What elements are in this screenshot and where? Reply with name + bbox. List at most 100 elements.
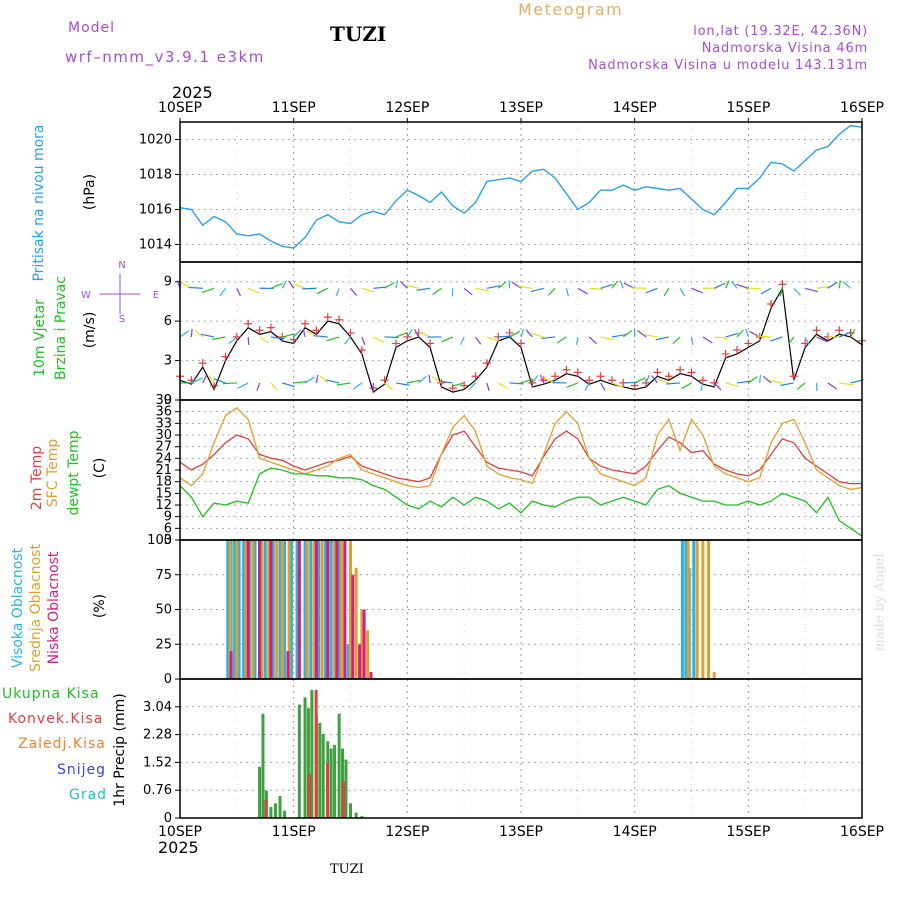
y-tick-label: 25 bbox=[155, 637, 172, 652]
precip-bar bbox=[283, 810, 287, 818]
wind-arrow bbox=[793, 287, 801, 296]
station-title: TUZI bbox=[330, 22, 387, 46]
x-tick-label-top: 16SEP bbox=[840, 100, 884, 116]
wind-arrow bbox=[441, 336, 454, 343]
wind-arrow bbox=[432, 287, 442, 295]
wind-arrow bbox=[651, 375, 658, 384]
precip-bar bbox=[310, 689, 314, 818]
model-name: wrf–nmm_v3.9.1 e3km bbox=[65, 48, 265, 66]
wind-arrow bbox=[565, 288, 569, 297]
x-tick-label-bottom: 14SEP bbox=[613, 824, 657, 840]
panel-frame bbox=[179, 121, 863, 263]
precip-bar bbox=[321, 733, 325, 818]
cloud-bar bbox=[337, 540, 341, 679]
wind-arrow bbox=[486, 336, 500, 342]
gust-marker bbox=[517, 339, 525, 348]
wind-arrow bbox=[475, 287, 489, 292]
wind-arrow bbox=[745, 287, 760, 290]
wind-arrow bbox=[313, 335, 328, 338]
wind-arrow bbox=[194, 329, 204, 338]
cloud-bar bbox=[692, 540, 696, 679]
wind-arrow bbox=[179, 330, 190, 338]
y-tick-label: 2.28 bbox=[143, 728, 172, 743]
wind-arrow bbox=[395, 280, 399, 289]
wind-arrow bbox=[759, 374, 762, 383]
precip-bar bbox=[314, 689, 318, 818]
precip-bar bbox=[273, 803, 277, 818]
wind-arrow bbox=[736, 329, 744, 338]
wind-arrow bbox=[451, 382, 465, 387]
wind-arrow bbox=[634, 377, 646, 384]
wind-arrow bbox=[520, 328, 525, 338]
wind-arrow bbox=[619, 280, 624, 289]
wind-arrow bbox=[439, 380, 453, 384]
wind-arrow bbox=[335, 288, 340, 297]
cloud-bar bbox=[295, 540, 299, 679]
cloud-bar bbox=[242, 540, 246, 679]
wind-arrow bbox=[511, 281, 522, 289]
y-tick-label: 100 bbox=[147, 533, 172, 548]
gust-marker bbox=[391, 339, 400, 348]
cloud-bar bbox=[339, 540, 343, 679]
temp-line-dewpt bbox=[179, 467, 863, 537]
year-top: 2025 bbox=[172, 83, 213, 102]
wind-arrow bbox=[566, 382, 579, 389]
wind-arrow bbox=[672, 336, 681, 345]
y-tick-label: 0.76 bbox=[143, 783, 172, 798]
wind-arrow bbox=[645, 287, 658, 294]
cloud-bar bbox=[269, 540, 273, 679]
y-tick-label: 1016 bbox=[139, 203, 172, 218]
y-tick-label: 18 bbox=[155, 475, 172, 490]
y-tick-label: 36 bbox=[155, 405, 172, 420]
y-tick-label: 1020 bbox=[139, 133, 172, 148]
cloud-bar bbox=[343, 540, 347, 679]
y-tick-label: 9 bbox=[164, 510, 172, 525]
y-tick-label: 0 bbox=[164, 393, 172, 408]
cloud-bar bbox=[303, 540, 307, 679]
y-tick-label: 6 bbox=[164, 521, 172, 536]
precip-bar bbox=[337, 713, 341, 818]
wind-arrow bbox=[525, 329, 533, 338]
cloud-bar bbox=[326, 540, 330, 679]
wind-arrow bbox=[459, 336, 465, 345]
cloud-bar bbox=[360, 609, 364, 679]
y-tick-label: 1.52 bbox=[143, 755, 172, 770]
wind-arrow bbox=[736, 380, 751, 384]
y-tick-label: 30 bbox=[155, 428, 172, 443]
wind-arrow bbox=[463, 287, 473, 296]
wind-arrow bbox=[282, 382, 295, 388]
wind-arrow bbox=[405, 284, 419, 289]
gust-marker bbox=[835, 326, 844, 335]
cloud-bar bbox=[335, 540, 339, 679]
wind-arrow bbox=[725, 332, 739, 338]
cloud-bar bbox=[314, 540, 318, 679]
wind-arrow bbox=[219, 287, 226, 297]
cloud-bar bbox=[297, 540, 301, 679]
wind-arrow bbox=[293, 283, 306, 289]
wind-arrow bbox=[725, 382, 739, 387]
precip-bar bbox=[258, 766, 262, 818]
cloud-bar bbox=[229, 651, 233, 679]
cloud-bar bbox=[235, 540, 239, 679]
wind-arrow bbox=[418, 375, 427, 384]
gust-marker bbox=[198, 359, 207, 368]
footer-station: TUZI bbox=[330, 862, 364, 877]
wind-arrow bbox=[497, 281, 507, 289]
cloud-bar bbox=[695, 540, 699, 679]
gust-marker bbox=[266, 323, 275, 332]
wind-arrow bbox=[202, 374, 208, 384]
wind-arrow bbox=[236, 288, 242, 297]
precip-snow-label: Snijeg bbox=[57, 762, 107, 778]
cloud-bar bbox=[349, 540, 352, 679]
wind-arrow bbox=[497, 382, 509, 389]
cloud-bar bbox=[329, 540, 333, 679]
wind-arrow bbox=[539, 374, 545, 384]
wind-arrow bbox=[622, 330, 633, 338]
wind-arrow bbox=[745, 328, 749, 338]
wind-arrow bbox=[584, 382, 590, 391]
cloud-bar bbox=[358, 644, 362, 679]
cloud-bar bbox=[680, 540, 684, 679]
precip-hail-label: Grad bbox=[69, 787, 108, 803]
precip-bar bbox=[303, 697, 307, 818]
elevation-label: Nadmorska Visina 46m bbox=[701, 41, 868, 56]
